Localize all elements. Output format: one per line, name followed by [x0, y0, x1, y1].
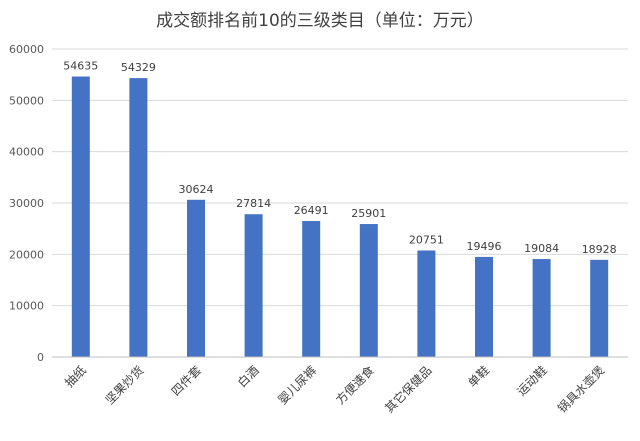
- data-label: 26491: [294, 204, 329, 217]
- y-tick-label: 40000: [9, 146, 44, 159]
- x-tick-label: 单鞋: [465, 363, 493, 391]
- bar: [187, 199, 205, 357]
- data-label: 54635: [63, 60, 98, 73]
- y-tick-label: 30000: [9, 197, 44, 210]
- bar: [71, 76, 90, 357]
- data-label: 27814: [236, 197, 271, 210]
- y-tick-label: 10000: [9, 300, 44, 313]
- x-tick-label: 抽纸: [62, 363, 89, 390]
- x-tick-label: 其它保健品: [381, 363, 434, 416]
- data-label: 19084: [524, 242, 559, 255]
- y-tick-label: 20000: [9, 248, 44, 261]
- x-tick-label: 白酒: [234, 363, 262, 391]
- data-label: 25901: [351, 207, 386, 220]
- data-labels: 54635 54329 30624 27814 26491 25901 20751 19496…: [63, 60, 616, 256]
- x-tick-label: 方便速食: [332, 363, 377, 408]
- y-tick-label: 60000: [9, 43, 44, 56]
- data-label: 18928: [582, 243, 617, 256]
- y-tick-label: 0: [37, 351, 44, 364]
- x-tick-label: 锅具水壶煲: [554, 363, 607, 416]
- bar: [532, 259, 551, 357]
- bar: [359, 224, 378, 357]
- x-tick-label: 坚果炒货: [102, 363, 147, 408]
- bar: [590, 259, 609, 357]
- bars: [71, 76, 609, 357]
- gridlines: [52, 48, 628, 307]
- x-axis-labels: 抽纸 坚果炒货 四件套 白酒 婴儿尿裤 方便速食 其它保健品 单鞋 运动鞋 锅具水壶煲: [62, 363, 607, 416]
- chart-title: 成交额排名前10的三级类目（单位：万元）: [156, 11, 484, 31]
- data-label: 30624: [179, 183, 214, 196]
- data-label: 19496: [467, 240, 502, 253]
- x-tick-label: 运动鞋: [514, 363, 550, 399]
- bar: [417, 250, 436, 357]
- data-label: 20751: [409, 233, 444, 246]
- y-tick-label: 50000: [9, 94, 44, 107]
- bar: [129, 78, 148, 357]
- x-tick-label: 四件套: [169, 363, 204, 398]
- x-tick-label: 婴儿尿裤: [275, 363, 319, 407]
- bar: [244, 214, 263, 357]
- y-axis-ticks: 0 10000 20000 30000 40000 50000 60000: [9, 43, 44, 364]
- bar: [475, 256, 493, 357]
- data-label: 54329: [121, 61, 156, 74]
- bar: [302, 221, 321, 357]
